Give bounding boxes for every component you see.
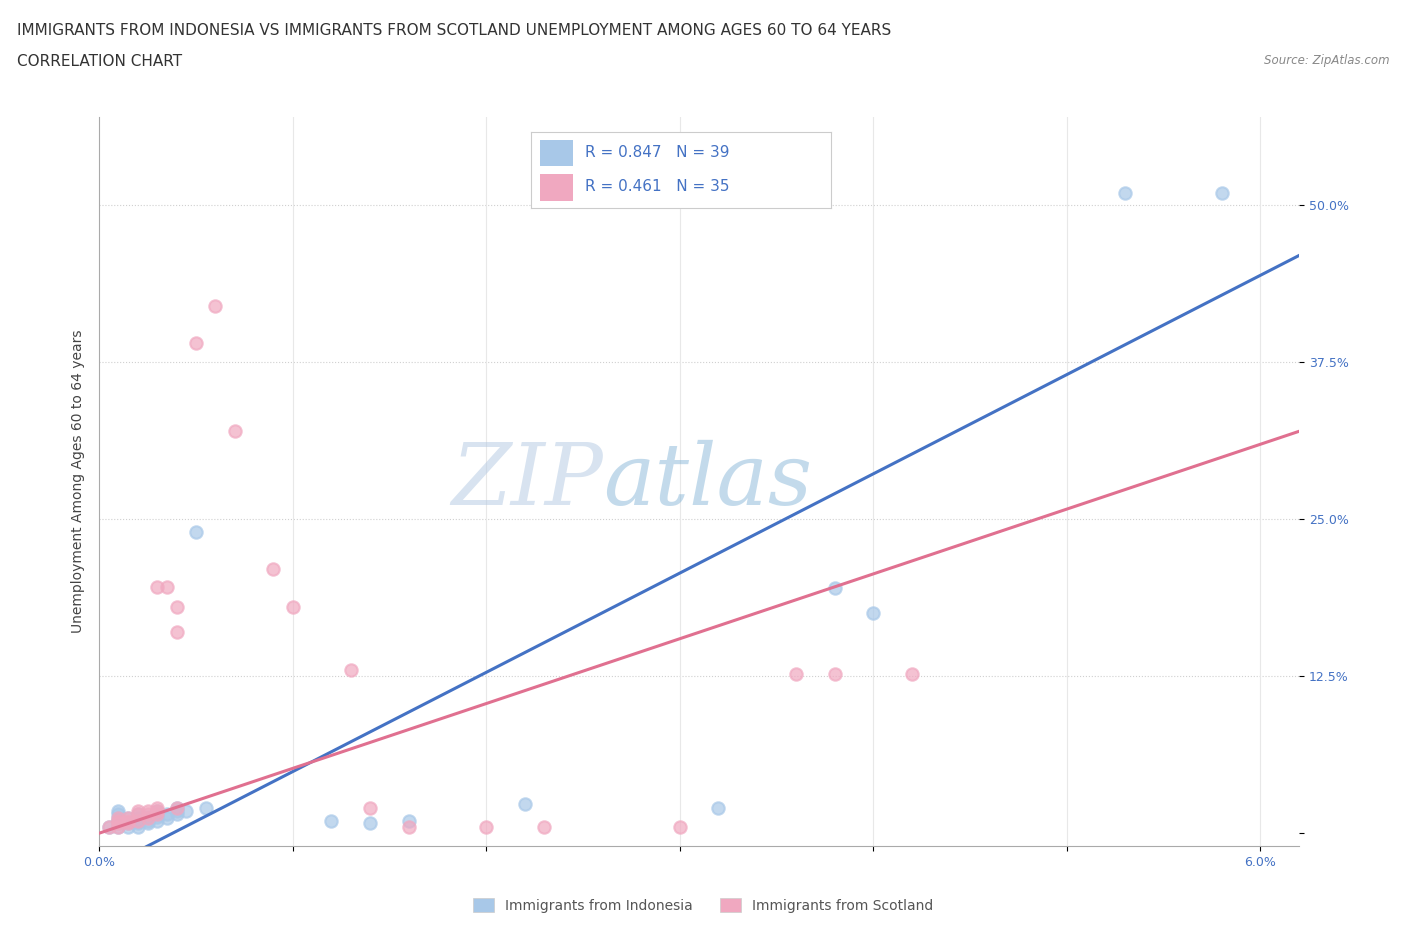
Point xyxy=(127,816,149,830)
Point xyxy=(862,606,884,621)
Point xyxy=(117,811,139,826)
Point xyxy=(1114,185,1136,200)
Point xyxy=(262,562,284,577)
Point xyxy=(107,819,129,834)
Point xyxy=(107,811,129,826)
Point xyxy=(824,581,846,596)
Point xyxy=(117,816,139,830)
Point xyxy=(97,819,120,834)
Text: atlas: atlas xyxy=(603,440,813,523)
Point xyxy=(156,811,179,826)
Point xyxy=(136,807,159,822)
Point xyxy=(117,813,139,828)
Text: CORRELATION CHART: CORRELATION CHART xyxy=(17,54,181,69)
Point xyxy=(166,625,188,640)
Point xyxy=(127,807,149,822)
Point xyxy=(194,801,217,816)
Point xyxy=(136,816,159,830)
Point xyxy=(117,816,139,830)
Point xyxy=(166,801,188,816)
Point xyxy=(127,811,149,826)
Point xyxy=(146,807,169,822)
Point xyxy=(127,813,149,828)
Point xyxy=(107,816,129,830)
Point xyxy=(117,819,139,834)
Point xyxy=(475,819,498,834)
Point xyxy=(321,813,343,828)
Point xyxy=(127,813,149,828)
Point xyxy=(107,816,129,830)
Point xyxy=(224,424,246,439)
Point xyxy=(136,804,159,818)
Point xyxy=(707,801,730,816)
Point xyxy=(146,801,169,816)
Point xyxy=(127,819,149,834)
Point xyxy=(513,797,536,812)
Point xyxy=(166,801,188,816)
Point xyxy=(107,811,129,826)
Point xyxy=(156,579,179,594)
Point xyxy=(117,811,139,826)
Point xyxy=(166,807,188,822)
Point xyxy=(146,807,169,822)
Point xyxy=(398,819,420,834)
Point xyxy=(1211,185,1233,200)
Point xyxy=(136,811,159,826)
Legend: Immigrants from Indonesia, Immigrants from Scotland: Immigrants from Indonesia, Immigrants fr… xyxy=(467,893,939,919)
Point xyxy=(107,807,129,822)
Point xyxy=(184,336,207,351)
Y-axis label: Unemployment Among Ages 60 to 64 years: Unemployment Among Ages 60 to 64 years xyxy=(72,330,86,633)
Point xyxy=(107,813,129,828)
Point xyxy=(339,662,361,677)
Point xyxy=(184,525,207,539)
Point xyxy=(127,807,149,822)
Point xyxy=(136,813,159,828)
Point xyxy=(146,579,169,594)
Point xyxy=(146,804,169,818)
Point xyxy=(533,819,555,834)
Point xyxy=(359,801,381,816)
Point xyxy=(146,804,169,818)
Point xyxy=(901,666,924,681)
Point xyxy=(107,819,129,834)
Point xyxy=(785,666,807,681)
Point xyxy=(136,809,159,824)
Point xyxy=(824,666,846,681)
Point xyxy=(146,813,169,828)
Point xyxy=(398,813,420,828)
Text: Source: ZipAtlas.com: Source: ZipAtlas.com xyxy=(1264,54,1389,67)
Point xyxy=(107,813,129,828)
Point xyxy=(97,819,120,834)
Text: IMMIGRANTS FROM INDONESIA VS IMMIGRANTS FROM SCOTLAND UNEMPLOYMENT AMONG AGES 60: IMMIGRANTS FROM INDONESIA VS IMMIGRANTS … xyxy=(17,23,891,38)
Point xyxy=(668,819,690,834)
Point xyxy=(204,299,226,313)
Point xyxy=(107,804,129,818)
Point xyxy=(127,804,149,818)
Point xyxy=(359,816,381,830)
Point xyxy=(156,807,179,822)
Point xyxy=(281,600,304,615)
Point xyxy=(166,804,188,818)
Text: ZIP: ZIP xyxy=(451,440,603,523)
Point xyxy=(146,809,169,824)
Point xyxy=(174,804,197,818)
Point xyxy=(166,600,188,615)
